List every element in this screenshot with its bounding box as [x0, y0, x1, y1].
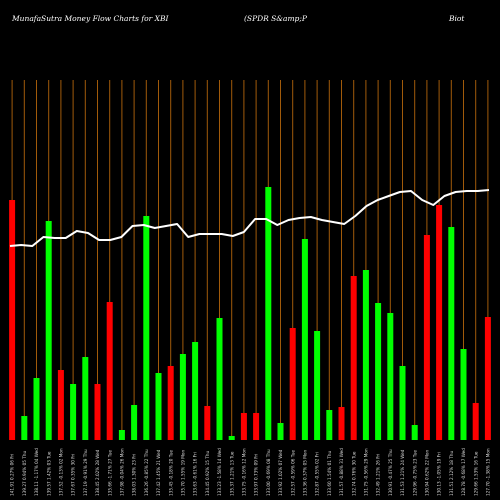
x-tick-label: 129.96 -0.75% 23 Tue	[412, 450, 417, 496]
x-tick-label: 132.57 -0.59% 06 Tue	[290, 450, 295, 496]
bar-red	[240, 413, 247, 440]
x-tick-label: 137.67 0.35% 30 Fri	[71, 454, 76, 496]
bar-red	[338, 407, 345, 440]
bar-series	[9, 187, 491, 440]
bar-green	[179, 354, 186, 440]
x-tick-label: 133.97 0.73% 09 Fri	[254, 454, 259, 496]
x-tick-label: 131.75 -0.56% 29 Mon	[364, 448, 369, 496]
x-tick-label: 133.60 1.54% 01 Thu	[327, 451, 332, 496]
x-tick-label: 137.98 -0.04% 26 Mon	[120, 448, 125, 496]
x-tick-label: 137.42 1.45% 21 Wed	[156, 449, 161, 496]
x-tick-label: 138.45 2.02% 28 Wed	[95, 449, 100, 496]
bar-red	[436, 205, 443, 440]
x-tick-label: 137.19 -0.91% 29 Thu	[83, 449, 88, 496]
x-tick-label: 133.36 0.37% 05 Mon	[303, 450, 308, 496]
x-tick-label: 137.52 -0.13% 02 Mon	[59, 448, 64, 496]
x-tick-label: 138.11 -1.17% 04 Wed	[34, 448, 39, 496]
chart-subtitle: (SPDR S&amp;P	[244, 14, 307, 23]
x-tick-label: 127.70 -1.38% 15 Mon	[486, 448, 491, 496]
bar-red	[167, 366, 174, 440]
bar-red	[204, 406, 211, 440]
x-tick-label: 130.13 -1.05% 19 Fri	[437, 452, 442, 496]
x-tick-label: 135.37 1.21% 13 Tue	[229, 451, 234, 496]
bar-red	[106, 302, 113, 440]
bar-red	[9, 200, 16, 440]
bar-green	[277, 423, 284, 440]
bar-green	[460, 349, 467, 440]
bar-green	[70, 384, 77, 440]
x-tick-label: 130.91 -0.47% 25 Thu	[388, 449, 393, 496]
x-tick-label: 130.94 0.62% 22 Mon	[425, 450, 430, 496]
x-tick-label: 131.57 -0.88% 31 Wed	[339, 448, 344, 496]
bar-red	[57, 370, 64, 440]
line-series	[9, 189, 490, 247]
x-tick-label: 133.92 1.02% 07 Wed	[278, 449, 283, 496]
bar-green	[387, 313, 394, 440]
bar-green	[375, 303, 382, 440]
bar-green	[155, 373, 162, 440]
x-tick-label: 133.75 -0.16% 12 Mon	[242, 448, 247, 496]
x-tick-label: 133.23 -1.58% 14 Wed	[217, 448, 222, 496]
bar-green	[448, 227, 455, 440]
bar-green	[265, 187, 272, 440]
x-tick-label: 133.00 -0.69% 08 Thu	[266, 449, 271, 496]
x-tick-label: 134.45 0.92% 15 Thu	[205, 451, 210, 496]
bar-green	[192, 342, 199, 440]
x-tick-label: 131.51 2.12% 18 Thu	[449, 451, 454, 496]
bar-red	[94, 384, 101, 440]
x-tick-label: 131.53 1.21% 24 Wed	[400, 449, 405, 496]
chart-title: MunafaSutra Money Flow Charts for XBI	[12, 14, 169, 23]
x-tick-label: 139.57 1.42% 03 Tue	[46, 451, 51, 496]
bar-green	[131, 405, 138, 440]
x-tick-label: 136.26 -0.85% 22 Thu	[144, 449, 149, 496]
bar-green	[411, 425, 418, 440]
bar-red	[484, 317, 491, 440]
bar-green	[216, 318, 223, 440]
bar-green	[362, 270, 369, 440]
x-tick-label: 135.70 1.55% 19 Mon	[181, 450, 186, 496]
bar-red	[289, 328, 296, 440]
bar-red	[350, 276, 357, 440]
bar-green	[301, 239, 308, 440]
x-tick-label: 132.74 0.76% 30 Tue	[351, 451, 356, 496]
x-tick-label: 139.27 0.94% 05 Thu	[22, 451, 27, 496]
x-tick-labels: 141.91 0.27% 06 Fri 139.27 0.94% 05 Thu 13…	[10, 448, 491, 496]
bar-red	[472, 403, 479, 440]
bar-green	[45, 221, 52, 440]
x-tick-label: 135.66 -1.71% 27 Tue	[107, 450, 112, 496]
x-tick-label: 129.66 1.53% 16 Tue	[473, 451, 478, 496]
bar-green	[118, 430, 125, 440]
x-tick-label: 135.45 -0.18% 20 Tue	[168, 450, 173, 496]
x-tick-label: 133.63 -0.61% 16 Fri	[193, 452, 198, 496]
x-tick-label: 132.49 1.21% 26 Fri	[376, 454, 381, 496]
money-flow-line	[9, 189, 490, 247]
bar-red	[423, 235, 430, 440]
bar-red	[253, 413, 260, 440]
bar-green	[228, 436, 235, 440]
x-tick-label: 128.78 -0.68% 17 Wed	[461, 448, 466, 496]
x-tick-label: 138.03 1.30% 23 Fri	[132, 454, 137, 496]
bar-green	[314, 331, 321, 440]
bar-green	[21, 416, 28, 440]
bar-green	[326, 410, 333, 440]
x-tick-label: 141.91 0.27% 06 Fri	[10, 454, 15, 496]
bar-green	[143, 216, 150, 440]
bar-green	[33, 378, 40, 440]
chart-title-right: Biot	[449, 14, 465, 23]
bar-green	[82, 357, 89, 440]
x-tick-label: 132.87 -0.55% 02 Fri	[315, 452, 320, 496]
bar-green	[399, 366, 406, 440]
